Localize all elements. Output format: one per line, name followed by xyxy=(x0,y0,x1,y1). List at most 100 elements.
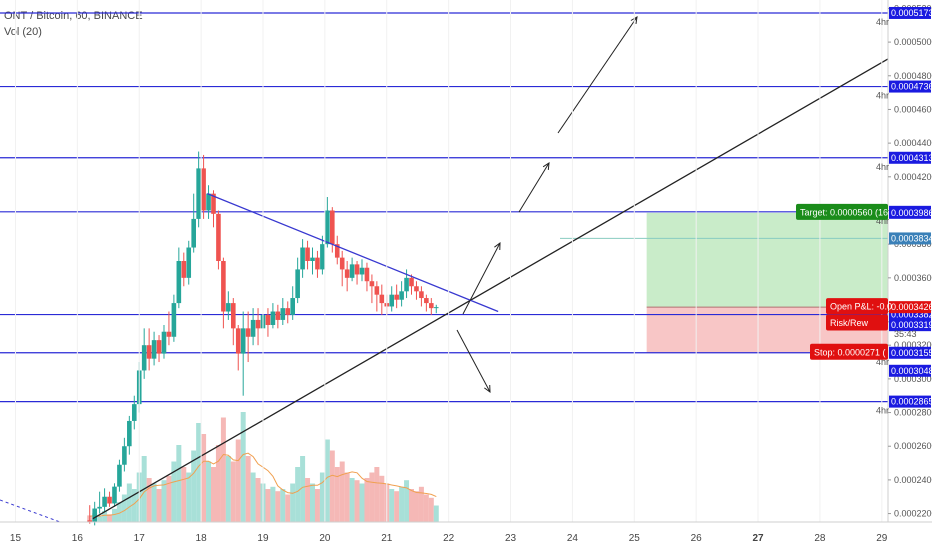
volume-bar xyxy=(235,439,241,522)
projection-arrow[interactable] xyxy=(518,162,550,213)
level-price-badge-label: 0.0003382 xyxy=(891,310,932,320)
candle-body xyxy=(122,446,127,465)
open-pl-label-text: Open P&L: -0.0 xyxy=(830,302,892,312)
target-label[interactable] xyxy=(796,203,888,220)
candle-body xyxy=(112,486,117,504)
timeframe-label: 4hr xyxy=(876,17,889,27)
volume-bar xyxy=(404,480,410,522)
price-badge xyxy=(889,301,931,314)
volume-bar xyxy=(285,494,291,522)
level-price-badge xyxy=(889,346,931,359)
candle-body xyxy=(201,168,206,211)
descending-trend-line[interactable] xyxy=(207,193,499,313)
volume-bar xyxy=(413,491,419,522)
time-tick-label: 26 xyxy=(691,533,703,544)
time-axis[interactable]: 15 16 17 18 19 20 21 22 23 24 25 26 27 28 29 xyxy=(0,521,932,544)
volume-bar xyxy=(191,450,197,522)
volume-bar xyxy=(166,475,172,522)
price-badge xyxy=(889,206,931,219)
timeframe-label: 4hr xyxy=(876,216,889,226)
candle-body xyxy=(320,244,325,270)
time-tick-label: 18 xyxy=(196,533,208,544)
price-badge xyxy=(889,232,931,245)
volume-bar xyxy=(329,450,335,522)
level-price-badge-label: 0.0005173 xyxy=(891,8,932,18)
candle-body xyxy=(151,340,157,359)
level-price-badge xyxy=(889,6,931,19)
volume-bar xyxy=(354,480,360,522)
candle-body xyxy=(315,257,320,270)
candle-body xyxy=(359,267,365,275)
candle-body xyxy=(300,247,305,270)
time-tick-label: 22 xyxy=(443,533,455,544)
time-tick-label: 17 xyxy=(134,533,146,544)
projection-arrow[interactable] xyxy=(456,329,491,393)
volume-bar xyxy=(215,445,221,522)
volume-bar xyxy=(290,483,296,522)
volume-bar xyxy=(394,491,400,522)
candle-body xyxy=(424,298,429,304)
candle-body xyxy=(310,257,315,261)
target-zone[interactable] xyxy=(646,212,888,308)
candle-body xyxy=(250,319,256,337)
volume-bar xyxy=(399,486,405,522)
dashed-trend-line[interactable] xyxy=(0,499,61,523)
candle-body xyxy=(171,303,177,337)
candle-body xyxy=(404,277,409,292)
timeframe-label: 4hr xyxy=(876,162,889,172)
stop-label[interactable] xyxy=(810,343,888,360)
volume-bar xyxy=(275,491,281,522)
ascending-trend-line[interactable] xyxy=(92,58,889,520)
candle-body xyxy=(102,496,107,507)
volume-bar xyxy=(245,456,251,522)
position-zones xyxy=(560,212,888,353)
candle-body xyxy=(330,210,335,245)
candle-body xyxy=(270,311,276,325)
candle-body xyxy=(186,247,192,278)
arrow-head xyxy=(542,162,550,171)
volume-bar xyxy=(230,461,236,522)
time-tick-label: 25 xyxy=(629,533,641,544)
candle-body xyxy=(354,264,360,275)
projection-arrows[interactable] xyxy=(456,16,638,394)
volume-indicator-label[interactable]: Vol (20) xyxy=(4,26,42,38)
risk-reward-label[interactable] xyxy=(826,314,888,331)
volume-bar xyxy=(196,423,202,522)
candle-body xyxy=(181,261,187,278)
risk-reward-label-text: Risk/Rew xyxy=(830,318,869,328)
level-price-badge xyxy=(889,395,931,408)
trend-lines[interactable] xyxy=(0,58,889,523)
candle-body xyxy=(364,267,370,282)
price-badge-label: 0.0003048 xyxy=(891,366,932,376)
candle-body xyxy=(107,496,112,504)
level-price-badge-label: 0.0004313 xyxy=(891,153,932,163)
volume-bar xyxy=(324,439,330,522)
time-tick-label: 29 xyxy=(876,533,888,544)
volume-bars xyxy=(87,412,439,522)
candle-body xyxy=(127,420,132,447)
time-tick-label: 21 xyxy=(381,533,393,544)
level-price-badge xyxy=(889,151,931,164)
volume-bar xyxy=(116,502,122,522)
price-badge xyxy=(889,364,931,377)
volume-bar xyxy=(389,489,395,522)
candle-body xyxy=(295,269,300,299)
candle-body xyxy=(221,261,226,312)
candle-body xyxy=(285,308,291,315)
volume-bar xyxy=(300,456,306,522)
volume-bar xyxy=(171,461,177,522)
candles xyxy=(87,151,439,526)
open-pl-label[interactable] xyxy=(826,298,888,315)
time-tick-label: 19 xyxy=(257,533,269,544)
volume-bar xyxy=(364,478,370,522)
volume-bar xyxy=(295,467,301,522)
projection-arrow[interactable] xyxy=(557,16,638,134)
projection-arrow[interactable] xyxy=(462,242,501,315)
